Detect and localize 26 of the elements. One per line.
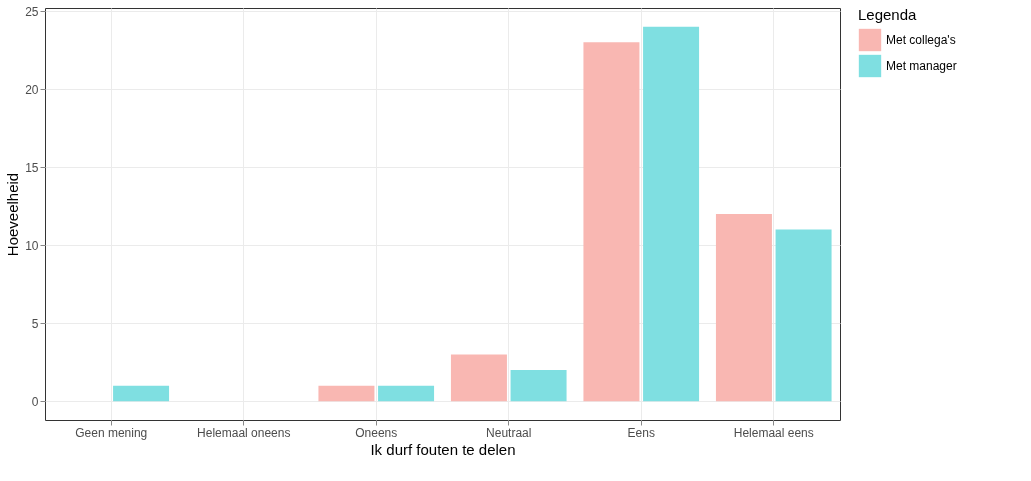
y-tick-label: 10 xyxy=(25,238,39,253)
y-tick-label: 25 xyxy=(25,4,39,19)
x-tick-label: Geen mening xyxy=(75,425,148,440)
legend-label: Met manager xyxy=(886,59,957,73)
y-axis-title: Hoeveelheid xyxy=(4,172,22,257)
bar xyxy=(715,214,772,402)
bar xyxy=(450,354,507,402)
y-tick-label: 15 xyxy=(25,160,39,175)
bar xyxy=(583,42,640,402)
legend-title: Legenda xyxy=(858,6,918,23)
x-tick-label: Helemaal oneens xyxy=(197,425,291,440)
bar xyxy=(378,385,435,402)
y-tick-label: 20 xyxy=(25,82,39,97)
y-tick-label: 0 xyxy=(31,394,39,409)
x-tick-label: Helemaal eens xyxy=(733,425,814,440)
x-tick-label: Oneens xyxy=(355,425,398,440)
x-tick-label: Neutraal xyxy=(486,425,532,440)
bar xyxy=(775,229,832,402)
x-tick-label: Eens xyxy=(627,425,655,440)
bar xyxy=(113,385,170,402)
x-axis-title: Ik durf fouten te delen xyxy=(370,440,516,458)
bar xyxy=(318,385,375,402)
legend-label: Met collega's xyxy=(886,33,956,47)
bar xyxy=(510,370,567,402)
bar xyxy=(643,26,700,402)
y-tick-label: 5 xyxy=(31,316,39,331)
